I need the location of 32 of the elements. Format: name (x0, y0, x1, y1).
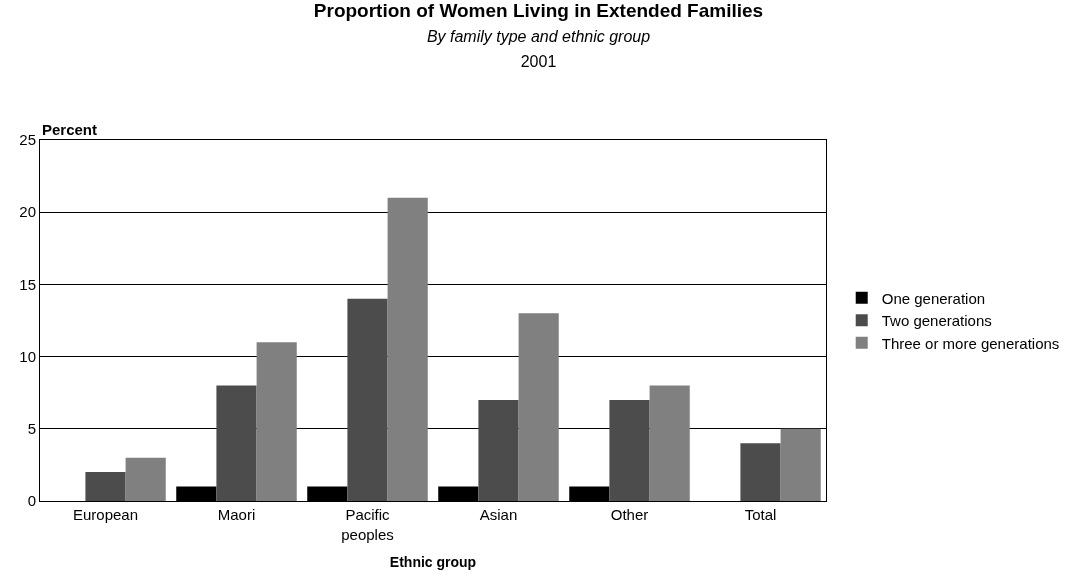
chart-subtitle: By family type and ethnic group (426, 28, 651, 46)
x-tick-label: Maori (217, 506, 256, 523)
y-tick-label: 20 (19, 203, 36, 221)
text: 2001 (520, 52, 557, 70)
bar (387, 197, 428, 501)
y-tick-label: 0 (27, 492, 36, 510)
x-axis-title: Ethnic group (389, 553, 477, 570)
bar (780, 428, 821, 501)
x-tick-label: Total (744, 506, 777, 523)
bar (518, 313, 559, 501)
y-tick-label: 10 (19, 347, 36, 365)
bar (609, 399, 650, 501)
y-axis-title: Percent (42, 121, 98, 138)
legend-label: Two generations (881, 312, 992, 330)
bar (256, 342, 297, 501)
bar (125, 457, 166, 501)
bar (740, 443, 781, 501)
bar (649, 385, 690, 501)
bar (347, 298, 388, 501)
x-tick-label: Asian (479, 506, 518, 523)
y-tick-label: 25 (19, 131, 36, 149)
x-tick-label: European (72, 506, 139, 523)
legend-label: One generation (881, 289, 986, 307)
chart-title: Proportion of Women Living in Extended Families (313, 0, 764, 22)
x-tick-label: Other (610, 506, 649, 523)
legend-label: Three or more generations (881, 334, 1060, 352)
y-tick-label: 5 (27, 420, 36, 438)
y-tick-label: 15 (19, 275, 36, 293)
bar (478, 399, 519, 501)
bar (85, 472, 126, 501)
bar (216, 385, 257, 501)
x-tick-label: Pacific peoples (341, 506, 394, 543)
